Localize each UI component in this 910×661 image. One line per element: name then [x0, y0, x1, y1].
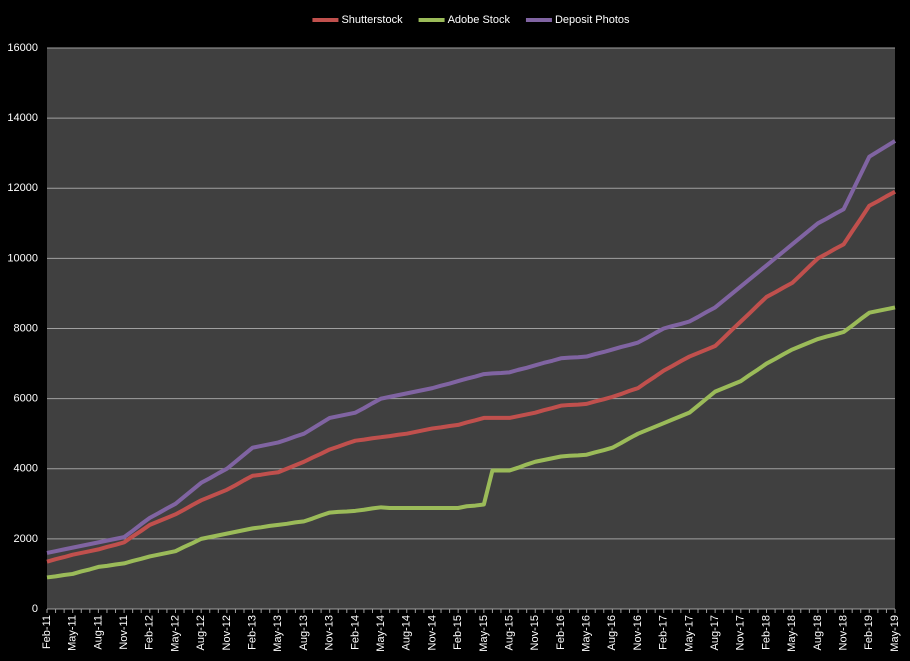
x-tick-label: Nov-17 — [735, 615, 747, 650]
x-tick-label: Aug-17 — [709, 615, 721, 650]
x-tick-label: May-16 — [581, 615, 593, 652]
x-tick-label: May-11 — [67, 615, 79, 651]
x-tick-label: May-17 — [683, 615, 695, 652]
x-tick-label: May-13 — [272, 615, 284, 652]
y-tick-label: 8000 — [14, 322, 38, 334]
x-tick-label: Nov-18 — [838, 615, 850, 650]
legend-label: Adobe Stock — [448, 14, 511, 26]
y-tick-label: 16000 — [7, 42, 38, 54]
x-tick-label: Feb-17 — [658, 615, 670, 650]
x-tick-label: Aug-14 — [401, 615, 413, 650]
x-tick-label: Feb-18 — [760, 615, 772, 650]
x-tick-label: Nov-14 — [426, 615, 438, 650]
series-line — [46, 139, 897, 555]
series-line — [46, 305, 896, 580]
x-tick-label: Aug-11 — [92, 615, 104, 650]
x-tick-label: May-15 — [478, 615, 490, 652]
y-tick-label: 14000 — [7, 112, 38, 124]
y-tick-label: 2000 — [14, 533, 38, 545]
x-tick-label: Feb-15 — [452, 615, 464, 650]
x-tick-label: Nov-13 — [324, 615, 336, 650]
x-tick-label: Aug-15 — [503, 615, 515, 650]
y-tick-label: 4000 — [14, 463, 38, 475]
x-tick-label: Aug-12 — [195, 615, 207, 650]
y-tick-label: 6000 — [14, 393, 38, 405]
x-tick-label: Nov-16 — [632, 615, 644, 650]
legend-label: Deposit Photos — [555, 14, 630, 26]
x-tick-label: Aug-16 — [606, 615, 618, 650]
legend-label: Shutterstock — [341, 14, 403, 26]
x-tick-label: Nov-11 — [118, 615, 130, 650]
x-tick-label: May-19 — [889, 615, 901, 652]
x-tick-label: Feb-13 — [246, 615, 258, 650]
x-tick-label: Feb-19 — [863, 615, 875, 650]
y-tick-label: 10000 — [7, 252, 38, 264]
y-tick-label: 12000 — [7, 182, 38, 194]
x-tick-label: Nov-15 — [529, 615, 541, 650]
x-tick-label: Feb-14 — [349, 615, 361, 650]
x-tick-label: Feb-12 — [144, 615, 156, 650]
x-tick-label: Feb-16 — [555, 615, 567, 650]
x-tick-label: Nov-12 — [221, 615, 233, 650]
x-tick-label: May-18 — [786, 615, 798, 652]
x-tick-label: May-12 — [169, 615, 181, 652]
x-tick-label: Aug-13 — [298, 615, 310, 650]
y-tick-label: 0 — [32, 603, 38, 615]
x-tick-label: May-14 — [375, 615, 387, 652]
series-line — [46, 189, 896, 564]
x-tick-label: Feb-11 — [41, 615, 53, 649]
x-tick-label: Aug-18 — [812, 615, 824, 650]
